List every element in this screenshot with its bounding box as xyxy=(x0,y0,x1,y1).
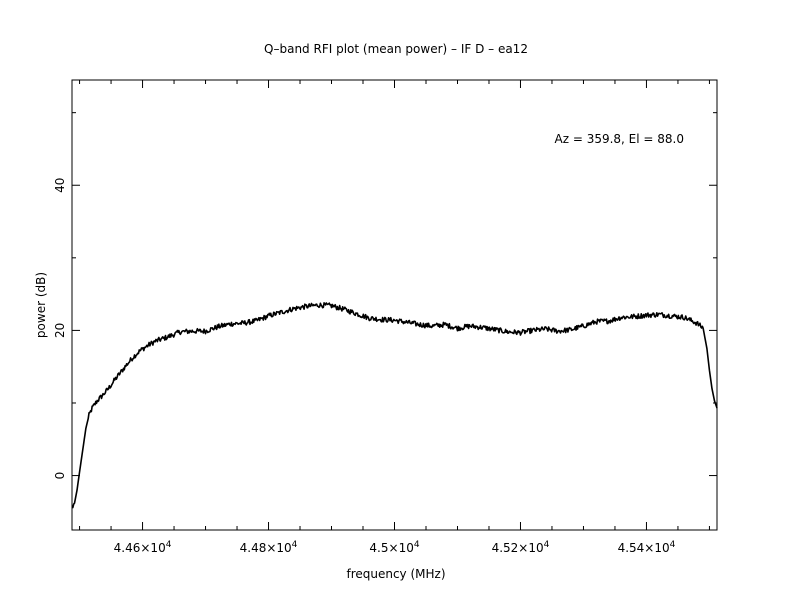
x-tick-mantissa: 4.46 xyxy=(114,541,141,555)
y-tick-label: 40 xyxy=(53,178,67,193)
x-tick-mantissa: 4.5 xyxy=(369,541,388,555)
chart-title: Q–band RFI plot (mean power) – IF D – ea… xyxy=(264,42,528,56)
x-tick-times-ten: ×10 xyxy=(140,541,165,555)
y-tick-label: 0 xyxy=(53,472,67,480)
x-tick-exponent: 4 xyxy=(544,540,550,550)
x-tick-times-ten: ×10 xyxy=(266,541,291,555)
x-tick-times-ten: ×10 xyxy=(518,541,543,555)
x-tick-exponent: 4 xyxy=(670,540,676,550)
x-tick-exponent: 4 xyxy=(414,540,420,550)
x-tick-label: 4.48×104 xyxy=(240,540,298,555)
x-tick-mantissa: 4.48 xyxy=(240,541,267,555)
y-tick-labels: 0 20 40 xyxy=(53,178,67,480)
plot-frame xyxy=(71,79,718,531)
y-axis-ticks xyxy=(72,112,717,477)
x-tick-label: 4.46×104 xyxy=(114,540,172,555)
x-tick-exponent: 4 xyxy=(292,540,298,550)
x-axis-label: frequency (MHz) xyxy=(346,567,445,581)
x-tick-labels: 4.46×104 4.48×104 4.5×104 4.52×104 4.54×104 xyxy=(114,540,676,555)
x-tick-mantissa: 4.54 xyxy=(618,541,645,555)
annotation-az-el: Az = 359.8, El = 88.0 xyxy=(555,132,685,146)
series-line xyxy=(71,302,718,509)
x-tick-times-ten: ×10 xyxy=(644,541,669,555)
x-axis-ticks xyxy=(79,80,710,530)
y-tick-label: 20 xyxy=(53,323,67,338)
x-tick-label: 4.52×104 xyxy=(492,540,550,555)
x-tick-label: 4.54×104 xyxy=(618,540,676,555)
x-tick-label: 4.5×104 xyxy=(369,540,419,555)
y-axis-label: power (dB) xyxy=(34,272,48,338)
x-tick-times-ten: ×10 xyxy=(389,541,414,555)
x-tick-exponent: 4 xyxy=(166,540,172,550)
x-tick-mantissa: 4.52 xyxy=(492,541,519,555)
